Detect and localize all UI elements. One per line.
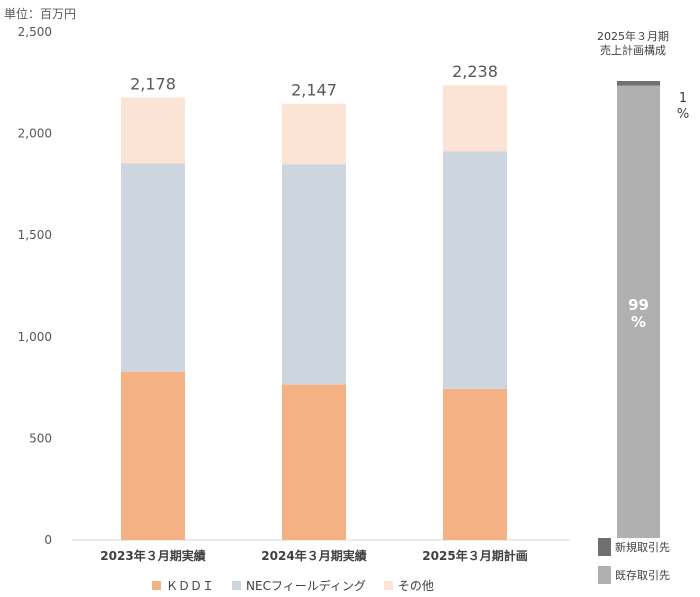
bar-segment [443,151,507,389]
legend-label: NECフィールディング [246,579,366,593]
y-tick-label: 2,500 [18,25,52,39]
legend-label-new-clients: 新規取引先 [615,541,670,554]
chart-legend: ＫＤＤＩ NECフィールディング その他 [152,577,434,594]
bar-segment [443,388,507,540]
legend-item: NECフィールディング [232,577,366,594]
x-tick-label: 2023年３月期実績 [100,548,205,563]
composition-legend-existing: 既存取引先 [598,566,670,584]
composition-bar: 99 % 1% [617,81,689,538]
bar-segment-existing [617,85,660,538]
x-tick-label: 2025年３月期計画 [422,548,527,563]
total-label: 2,178 [130,74,176,93]
bar-segment [282,384,346,540]
bar-segment-new [617,81,660,86]
bar-segment [282,103,346,165]
bar-segment [121,163,185,372]
bar-segment [121,371,185,540]
bar-segment [121,97,185,164]
legend-label-existing-clients: 既存取引先 [615,569,670,582]
legend-swatch-new-clients [598,538,611,556]
legend-label: ＫＤＤＩ [166,579,215,593]
total-label: 2,238 [452,62,498,81]
data-label-new: 1% [677,91,689,122]
y-axis: 0 500 1,000 1,500 2,000 2,500 [18,25,52,547]
legend-label: その他 [397,579,434,593]
x-axis-labels: 2023年３月期実績 2024年３月期実績 2025年３月期計画 [100,548,527,563]
data-label-existing: 99% [628,296,649,331]
y-tick-label: 1,500 [18,228,52,242]
composition-legend-new: 新規取引先 [598,538,670,556]
y-tick-label: 500 [29,431,52,445]
y-tick-label: 2,000 [18,127,52,141]
legend-swatch [383,581,393,590]
legend-item: その他 [383,577,434,594]
legend-swatch [232,581,242,590]
legend-item: ＫＤＤＩ [152,577,214,594]
bar-segment [443,85,507,152]
total-label: 2,147 [291,81,337,100]
legend-swatch [152,581,161,590]
bar-segment [282,164,346,385]
unit-label: 単位：百万円 [4,7,77,21]
composition-title: 2025年３月期 売上計画構成 [597,30,669,57]
bars-group [121,85,507,540]
legend-swatch-existing-clients [598,566,611,584]
y-tick-label: 1,000 [18,330,52,344]
x-tick-label: 2024年３月期実績 [261,548,366,563]
y-tick-label: 0 [44,533,52,547]
total-labels: 2,178 2,147 2,238 [130,62,498,99]
